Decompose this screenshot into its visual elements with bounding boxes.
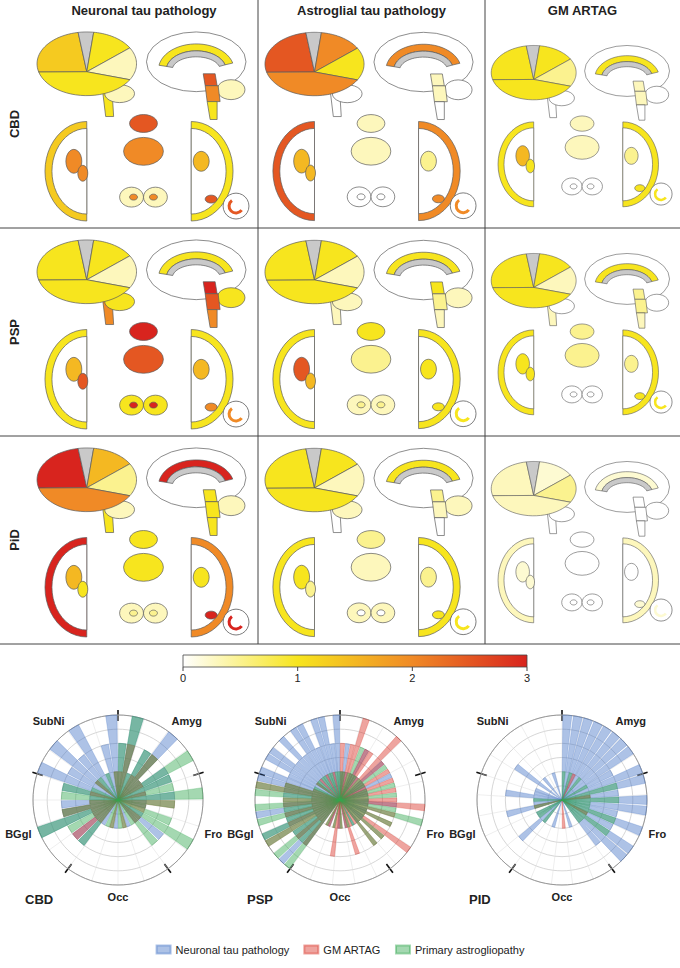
svg-text:3: 3	[524, 672, 530, 684]
svg-text:Fro: Fro	[649, 828, 667, 840]
svg-text:CBD: CBD	[7, 110, 22, 138]
svg-text:Fro: Fro	[205, 828, 223, 840]
svg-text:BGgl: BGgl	[5, 828, 31, 840]
svg-text:PSP: PSP	[7, 319, 22, 345]
svg-text:Astroglial tau pathology: Astroglial tau pathology	[297, 3, 447, 18]
svg-text:Amyg: Amyg	[615, 715, 646, 727]
svg-text:SubNi: SubNi	[255, 715, 287, 727]
svg-text:1: 1	[295, 672, 301, 684]
svg-text:SubNi: SubNi	[33, 715, 65, 727]
svg-text:PiD: PiD	[7, 529, 22, 551]
svg-text:0: 0	[180, 672, 186, 684]
svg-text:PSP: PSP	[247, 892, 273, 907]
svg-text:Occ: Occ	[330, 891, 351, 903]
svg-text:Neuronal tau pathology: Neuronal tau pathology	[71, 3, 217, 18]
svg-text:GM ARTAG: GM ARTAG	[323, 944, 380, 956]
svg-text:Neuronal tau pathology: Neuronal tau pathology	[176, 944, 290, 956]
svg-text:Occ: Occ	[108, 891, 129, 903]
svg-text:SubNi: SubNi	[477, 715, 509, 727]
svg-text:Amyg: Amyg	[171, 715, 202, 727]
svg-text:Occ: Occ	[552, 891, 573, 903]
svg-text:Primary astrogliopathy: Primary astrogliopathy	[415, 944, 525, 956]
svg-text:CBD: CBD	[25, 892, 53, 907]
svg-text:PID: PID	[469, 892, 491, 907]
svg-text:GM ARTAG: GM ARTAG	[548, 3, 617, 18]
svg-text:BGgl: BGgl	[227, 828, 253, 840]
svg-text:BGgl: BGgl	[449, 828, 475, 840]
svg-text:Fro: Fro	[427, 828, 445, 840]
svg-text:2: 2	[409, 672, 415, 684]
svg-text:Amyg: Amyg	[393, 715, 424, 727]
